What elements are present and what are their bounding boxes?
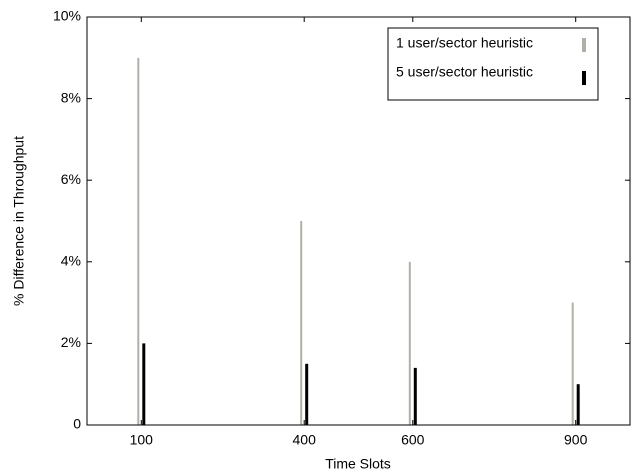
- y-tick-label: 10%: [53, 8, 81, 24]
- y-tick-label: 2%: [61, 334, 81, 350]
- bar: [137, 57, 140, 426]
- bar: [408, 261, 411, 425]
- x-tick-label: 900: [564, 432, 588, 448]
- bar: [142, 343, 146, 425]
- y-axis-label: % Difference in Throughput: [11, 136, 27, 306]
- y-tick-label: 0: [73, 416, 81, 432]
- legend-swatch: [582, 38, 586, 52]
- y-tick-label: 8%: [61, 89, 81, 105]
- plot-frame: [86, 16, 631, 426]
- legend-swatch: [582, 71, 586, 85]
- y-tick-label: 4%: [61, 253, 81, 269]
- legend-label: 1 user/sector heuristic: [396, 35, 533, 51]
- y-tick-label: 6%: [61, 171, 81, 187]
- bar: [576, 384, 580, 425]
- legend-label: 5 user/sector heuristic: [396, 64, 533, 80]
- x-tick-label: 400: [293, 432, 317, 448]
- x-tick-label: 600: [401, 432, 425, 448]
- bar: [571, 302, 574, 425]
- bar: [300, 221, 303, 425]
- legend-box: [387, 27, 599, 101]
- bar: [413, 367, 417, 425]
- x-axis-label: Time Slots: [325, 456, 391, 472]
- bar: [305, 363, 309, 425]
- x-tick-label: 100: [130, 432, 154, 448]
